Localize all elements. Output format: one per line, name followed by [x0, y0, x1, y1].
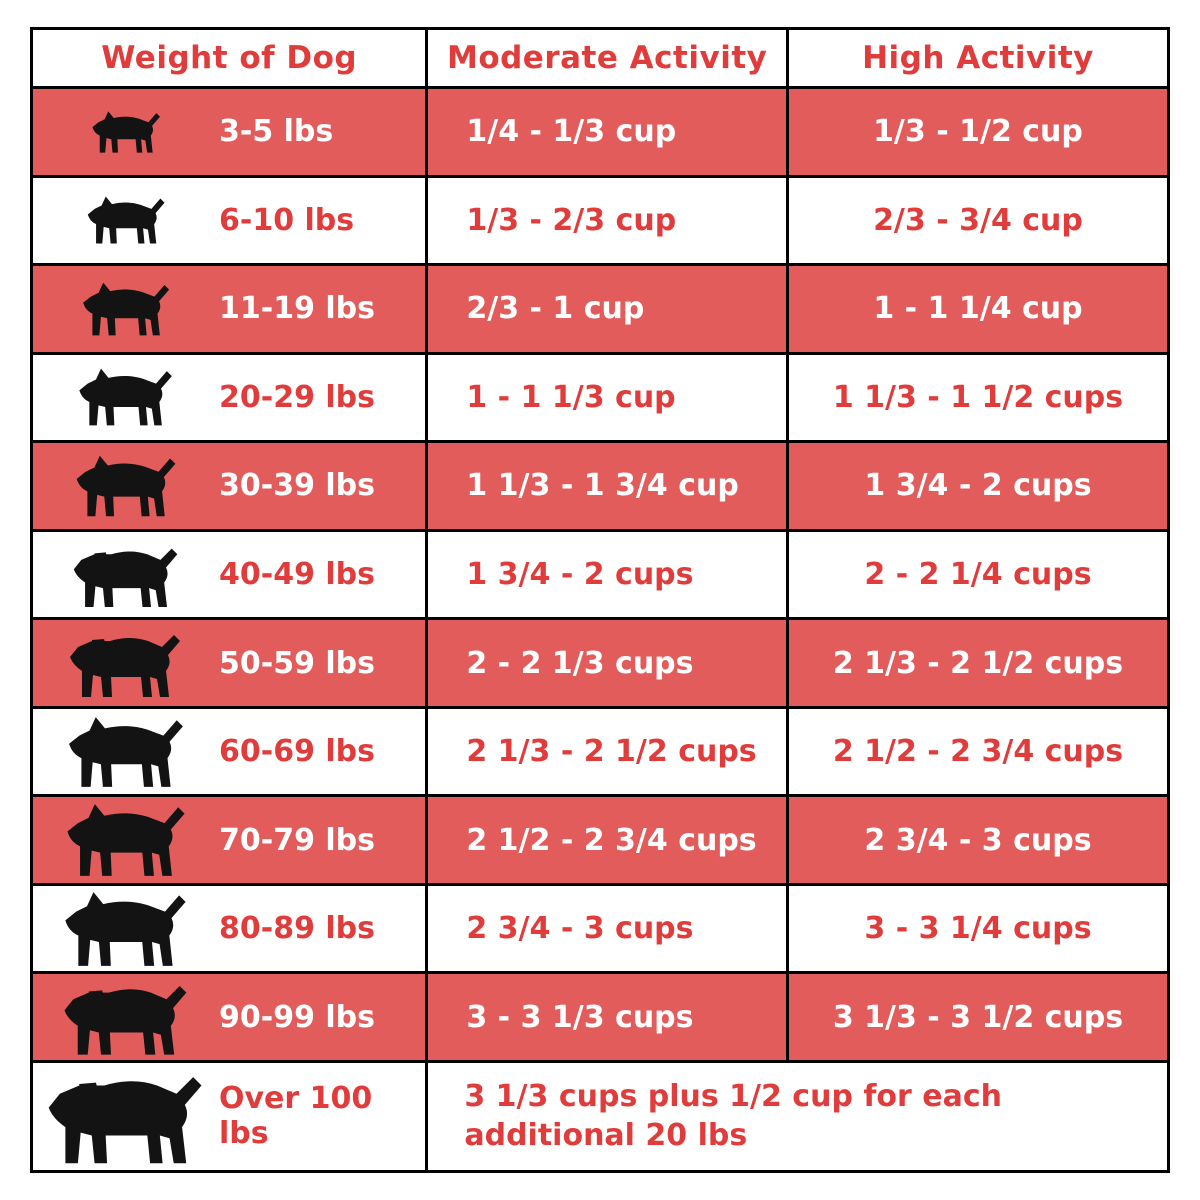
- papillon-icon: [33, 454, 219, 518]
- moderate-activity-value: 1 3/4 - 2 cups: [425, 531, 786, 618]
- feeding-note: 3 1/3 cups plus 1/2 cup for each additio…: [425, 1063, 1167, 1170]
- weight-cell: 40-49 lbs: [33, 532, 425, 618]
- moderate-activity-value: 2 1/2 - 2 3/4 cups: [425, 797, 786, 883]
- moderate-activity-value: 1 - 1 1/3 cup: [425, 354, 786, 441]
- pitbull-icon: [33, 715, 219, 789]
- weight-cell: 90-99 lbs: [33, 974, 425, 1060]
- weight-label: 3-5 lbs: [219, 114, 334, 150]
- high-activity-value: 2 - 2 1/4 cups: [785, 531, 1167, 618]
- header-weight-of-dog: Weight of Dog: [101, 40, 358, 76]
- table-row: 90-99 lbs 3 - 3 1/3 cups 3 1/3 - 3 1/2 c…: [33, 971, 1167, 1061]
- weight-cell: 6-10 lbs: [33, 178, 425, 264]
- weight-label: 6-10 lbs: [219, 202, 355, 238]
- high-activity-value: 3 1/3 - 3 1/2 cups: [785, 974, 1167, 1061]
- moderate-activity-value: 3 - 3 1/3 cups: [425, 974, 786, 1061]
- weight-label: 30-39 lbs: [219, 468, 376, 504]
- weight-cell: 50-59 lbs: [33, 620, 425, 706]
- cairn-terrier-icon: [33, 195, 219, 245]
- high-activity-value: 2 1/2 - 2 3/4 cups: [785, 708, 1167, 795]
- weight-cell: 60-69 lbs: [33, 709, 425, 795]
- high-activity-value: 3 - 3 1/4 cups: [785, 885, 1167, 972]
- moderate-activity-value: 2 3/4 - 3 cups: [425, 885, 786, 972]
- weight-label: 60-69 lbs: [219, 734, 376, 770]
- moderate-activity-value: 2/3 - 1 cup: [425, 266, 786, 352]
- table-row: 20-29 lbs 1 - 1 1/3 cup 1 1/3 - 1 1/2 cu…: [33, 351, 1167, 441]
- weight-cell: 30-39 lbs: [33, 443, 425, 529]
- german-shepherd-icon: [33, 802, 219, 878]
- weight-label: 50-59 lbs: [219, 645, 376, 681]
- table-row: 6-10 lbs 1/3 - 2/3 cup 2/3 - 3/4 cup: [33, 174, 1167, 264]
- table-row: 3-5 lbs 1/4 - 1/3 cup 1/3 - 1/2 cup: [33, 86, 1167, 175]
- weight-label: 80-89 lbs: [219, 911, 376, 947]
- high-activity-value: 1 - 1 1/4 cup: [785, 266, 1167, 352]
- weight-label: Over 100 lbs: [219, 1081, 373, 1152]
- greyhound-icon: [33, 890, 219, 968]
- small-terrier-icon: [33, 281, 219, 337]
- saint-bernard-icon: [33, 1066, 219, 1166]
- high-activity-value: 2 1/3 - 2 1/2 cups: [785, 620, 1167, 706]
- moderate-activity-value: 1/3 - 2/3 cup: [425, 177, 786, 264]
- weight-cell: 3-5 lbs: [33, 89, 425, 175]
- hound-icon: [33, 541, 219, 609]
- table-row: 11-19 lbs 2/3 - 1 cup 1 - 1 1/4 cup: [33, 263, 1167, 352]
- weight-label: 70-79 lbs: [219, 822, 376, 858]
- table-row: 30-39 lbs 1 1/3 - 1 3/4 cup 1 3/4 - 2 cu…: [33, 440, 1167, 529]
- high-activity-value: 1 1/3 - 1 1/2 cups: [785, 354, 1167, 441]
- french-bulldog-icon: [33, 367, 219, 427]
- weight-cell: 70-79 lbs: [33, 797, 425, 883]
- header-high-activity: High Activity: [785, 30, 1167, 86]
- labrador-icon: [33, 977, 219, 1057]
- header-moderate-activity: Moderate Activity: [425, 30, 786, 86]
- weight-label: 40-49 lbs: [219, 557, 376, 592]
- weight-label: 90-99 lbs: [219, 999, 376, 1035]
- moderate-activity-value: 2 - 2 1/3 cups: [425, 620, 786, 706]
- chihuahua-icon: [33, 110, 219, 154]
- table-row: 60-69 lbs 2 1/3 - 2 1/2 cups 2 1/2 - 2 3…: [33, 705, 1167, 795]
- table-row: 40-49 lbs 1 3/4 - 2 cups 2 - 2 1/4 cups: [33, 528, 1167, 618]
- high-activity-value: 1/3 - 1/2 cup: [785, 89, 1167, 175]
- weight-label: 11-19 lbs: [219, 291, 376, 327]
- header-row: Weight of Dog Moderate Activity High Act…: [33, 30, 1167, 86]
- moderate-activity-value: 1/4 - 1/3 cup: [425, 89, 786, 175]
- feeding-chart-table: Weight of Dog Moderate Activity High Act…: [30, 27, 1170, 1173]
- table-row: Over 100 lbs 3 1/3 cups plus 1/2 cup for…: [33, 1060, 1167, 1170]
- weight-cell: Over 100 lbs: [33, 1063, 425, 1170]
- weight-cell: 20-29 lbs: [33, 355, 425, 441]
- high-activity-value: 1 3/4 - 2 cups: [785, 443, 1167, 529]
- table-row: 80-89 lbs 2 3/4 - 3 cups 3 - 3 1/4 cups: [33, 882, 1167, 972]
- weight-cell: 11-19 lbs: [33, 266, 425, 352]
- table-row: 50-59 lbs 2 - 2 1/3 cups 2 1/3 - 2 1/2 c…: [33, 617, 1167, 706]
- weight-cell: 80-89 lbs: [33, 886, 425, 972]
- golden-retriever-icon: [33, 627, 219, 699]
- moderate-activity-value: 2 1/3 - 2 1/2 cups: [425, 708, 786, 795]
- high-activity-value: 2/3 - 3/4 cup: [785, 177, 1167, 264]
- high-activity-value: 2 3/4 - 3 cups: [785, 797, 1167, 883]
- weight-label: 20-29 lbs: [219, 379, 376, 415]
- table-row: 70-79 lbs 2 1/2 - 2 3/4 cups 2 3/4 - 3 c…: [33, 794, 1167, 883]
- moderate-activity-value: 1 1/3 - 1 3/4 cup: [425, 443, 786, 529]
